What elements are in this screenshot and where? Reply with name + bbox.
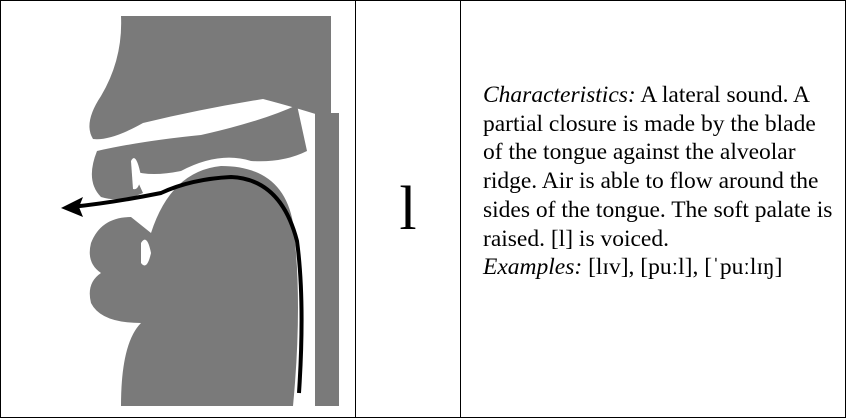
phoneme-symbol: l bbox=[399, 175, 417, 243]
articulation-diagram bbox=[61, 16, 339, 406]
description: Characteristics: A lateral sound. A part… bbox=[483, 81, 833, 282]
column-divider bbox=[355, 1, 356, 417]
examples-label: Examples: bbox=[483, 254, 583, 281]
characteristics-text: A lateral sound. A partial closure is ma… bbox=[483, 82, 833, 252]
characteristics-label: Characteristics: bbox=[483, 82, 636, 108]
examples-text: [lɪv], [puːl], [ˈpuːlɪŋ] bbox=[582, 254, 783, 281]
column-divider bbox=[460, 1, 461, 417]
